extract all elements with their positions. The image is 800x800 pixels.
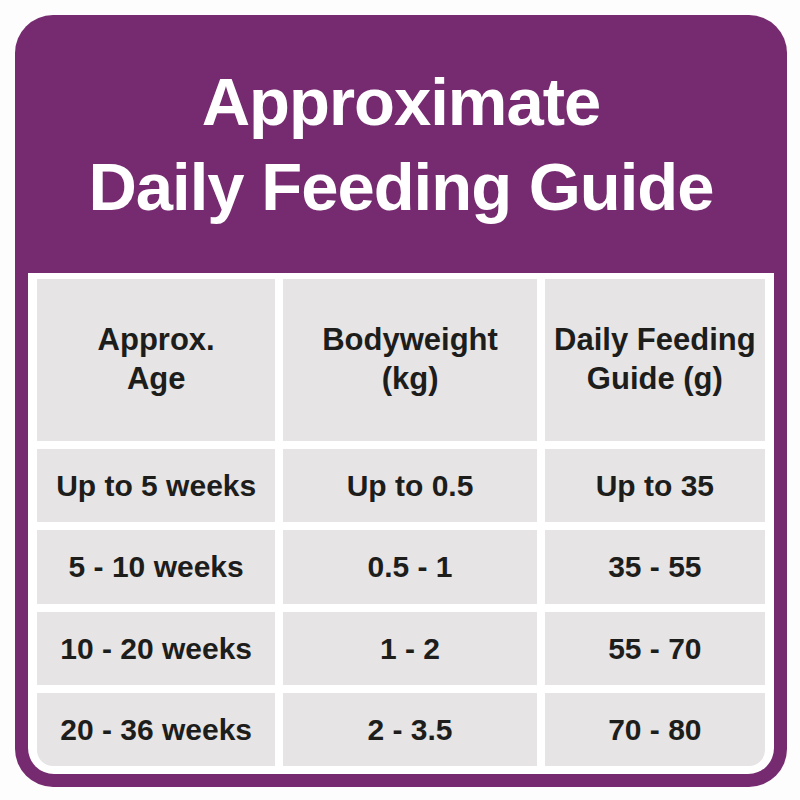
column-header-age: Approx. Age [37, 279, 275, 441]
table-cell-bodyweight-row2: 0.5 - 1 [283, 530, 536, 603]
table-cell-age-row3: 10 - 20 weeks [37, 612, 275, 685]
column-header-bodyweight-line1: Bodyweight [322, 321, 498, 360]
page-title: Approximate Daily Feeding Guide [15, 59, 787, 229]
table-cell-bodyweight-row1: Up to 0.5 [283, 449, 536, 522]
page-title-line2: Daily Feeding Guide [15, 144, 787, 229]
column-header-bodyweight: Bodyweight (kg) [283, 279, 536, 441]
table-cell-guide-row3: 55 - 70 [545, 612, 765, 685]
table-cell-bodyweight-row4: 2 - 3.5 [283, 693, 536, 766]
table-cell-guide-row2: 35 - 55 [545, 530, 765, 603]
page-title-line1: Approximate [15, 59, 787, 144]
column-header-daily-feeding: Daily Feeding Guide (g) [545, 279, 765, 441]
table-cell-age-row1: Up to 5 weeks [37, 449, 275, 522]
feeding-guide-card: Approximate Daily Feeding Guide Approx. … [15, 15, 787, 787]
feeding-guide-table: Approx. Age Bodyweight (kg) Daily Feedin… [28, 273, 774, 774]
column-header-age-line2: Age [127, 360, 186, 399]
table-cell-age-row2: 5 - 10 weeks [37, 530, 275, 603]
column-header-bodyweight-line2: (kg) [382, 360, 439, 399]
column-header-daily-feeding-line1: Daily Feeding [554, 321, 756, 360]
table-cell-bodyweight-row3: 1 - 2 [283, 612, 536, 685]
column-header-daily-feeding-line2: Guide (g) [587, 360, 723, 399]
table-cell-guide-row1: Up to 35 [545, 449, 765, 522]
table-cell-guide-row4: 70 - 80 [545, 693, 765, 766]
column-header-age-line1: Approx. [98, 321, 215, 360]
table-cell-age-row4: 20 - 36 weeks [37, 693, 275, 766]
